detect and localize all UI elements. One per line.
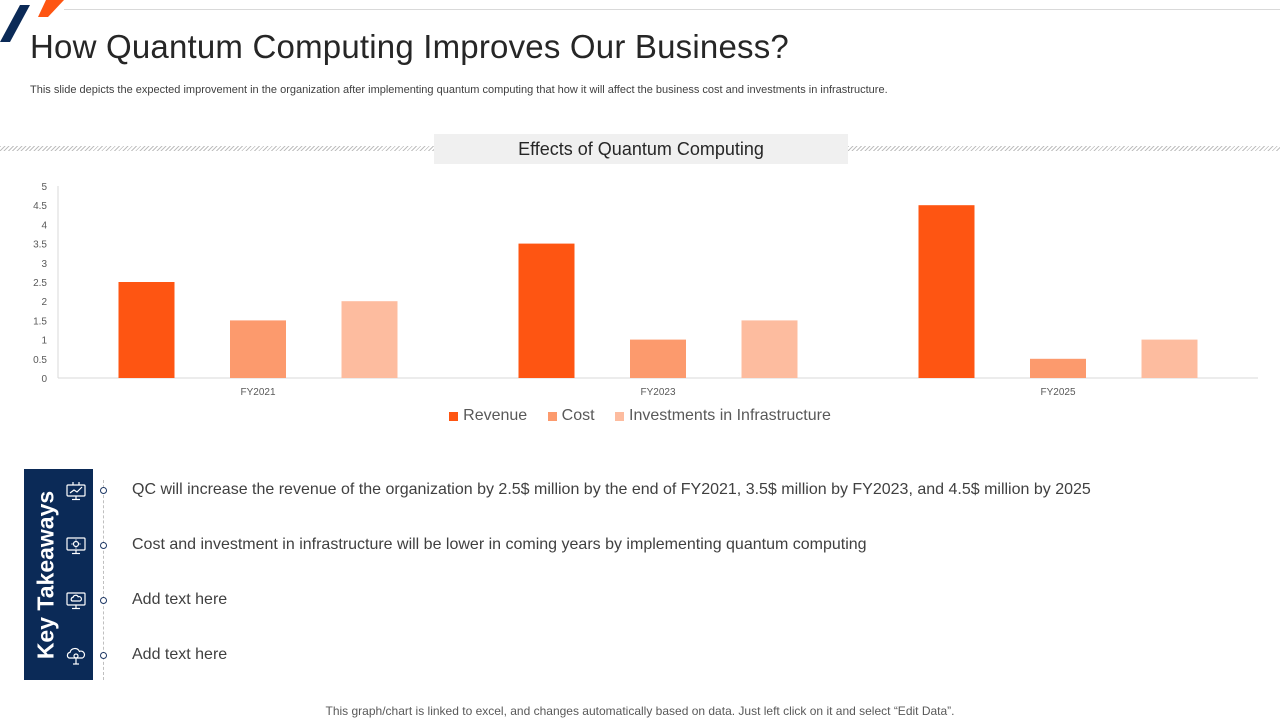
y-tick-label: 0.5 xyxy=(33,355,47,366)
bar-cost-fy2021[interactable] xyxy=(230,320,286,378)
footer-note: This graph/chart is linked to excel, and… xyxy=(325,704,955,718)
legend-label-investments: Investments in Infrastructure xyxy=(629,407,831,424)
legend-swatch-cost xyxy=(547,411,557,421)
y-tick-label: 3.5 xyxy=(33,240,47,251)
y-tick-label: 2.5 xyxy=(33,278,47,289)
key-takeaways-panel xyxy=(24,469,93,680)
monitor-gear-icon xyxy=(66,537,86,555)
bullet-dot xyxy=(100,487,107,494)
takeaway-item[interactable]: Cost and investment in infrastructure wi… xyxy=(132,536,867,553)
bar-chart[interactable]: 0 0.5 1 1.5 2 2.5 3 3.5 4 4.5 5 FY2021 FY2023 FY2025 xyxy=(0,170,1280,405)
bar-investments-in-infrastructure-fy2023[interactable] xyxy=(741,320,798,378)
legend-swatch-investments xyxy=(615,411,624,421)
y-tick-label: 4.5 xyxy=(33,201,47,212)
chart-legend: Revenue Cost Investments in Infrastructu… xyxy=(0,407,1280,426)
y-tick-label: 0 xyxy=(41,374,47,385)
takeaway-item[interactable]: Add text here xyxy=(132,646,228,663)
x-tick-label: FY2021 xyxy=(240,387,275,398)
takeaways-divider xyxy=(103,480,104,680)
bar-investments-in-infrastructure-fy2025[interactable] xyxy=(1141,339,1198,378)
hatch-divider-left xyxy=(0,146,434,151)
x-tick-label: FY2023 xyxy=(640,387,675,398)
legend-label-revenue: Revenue xyxy=(463,407,528,424)
page-title: How Quantum Computing Improves Our Busin… xyxy=(30,28,789,65)
legend-swatch-revenue xyxy=(449,411,459,421)
chart-title: Effects of Quantum Computing xyxy=(434,134,848,164)
y-tick-label: 1 xyxy=(41,336,47,347)
bullet-dot xyxy=(100,542,107,549)
takeaway-item[interactable]: Add text here xyxy=(132,591,228,608)
y-tick-label: 3 xyxy=(41,259,47,270)
monitor-cloud-icon xyxy=(66,592,86,610)
bullet-dot xyxy=(100,597,107,604)
y-tick-label: 4 xyxy=(41,220,47,231)
hatch-divider-right xyxy=(848,146,1280,151)
legend-item-investments: Investments in Infrastructure xyxy=(615,407,831,425)
x-tick-label: FY2025 xyxy=(1040,387,1075,398)
bar-revenue-fy2023[interactable] xyxy=(518,243,575,378)
bar-cost-fy2025[interactable] xyxy=(1030,358,1086,378)
bullet-dot xyxy=(100,652,107,659)
cloud-gear-icon xyxy=(66,647,86,665)
bar-revenue-fy2025[interactable] xyxy=(918,205,975,378)
top-rule xyxy=(64,9,1280,10)
y-tick-label: 5 xyxy=(41,182,47,193)
monitor-chart-icon xyxy=(66,482,86,501)
key-takeaways-label: Key Takeaways xyxy=(32,490,59,660)
page-subtitle: This slide depicts the expected improvem… xyxy=(30,84,888,96)
legend-item-cost: Cost xyxy=(547,407,595,425)
corner-logo xyxy=(0,0,64,42)
bar-investments-in-infrastructure-fy2021[interactable] xyxy=(341,301,398,378)
y-tick-label: 1.5 xyxy=(33,316,47,327)
legend-item-revenue: Revenue xyxy=(449,407,527,425)
y-tick-label: 2 xyxy=(41,297,47,308)
bar-cost-fy2023[interactable] xyxy=(630,339,686,378)
legend-label-cost: Cost xyxy=(561,407,595,424)
takeaway-item[interactable]: QC will increase the revenue of the orga… xyxy=(132,481,1091,498)
bar-revenue-fy2021[interactable] xyxy=(118,282,175,378)
